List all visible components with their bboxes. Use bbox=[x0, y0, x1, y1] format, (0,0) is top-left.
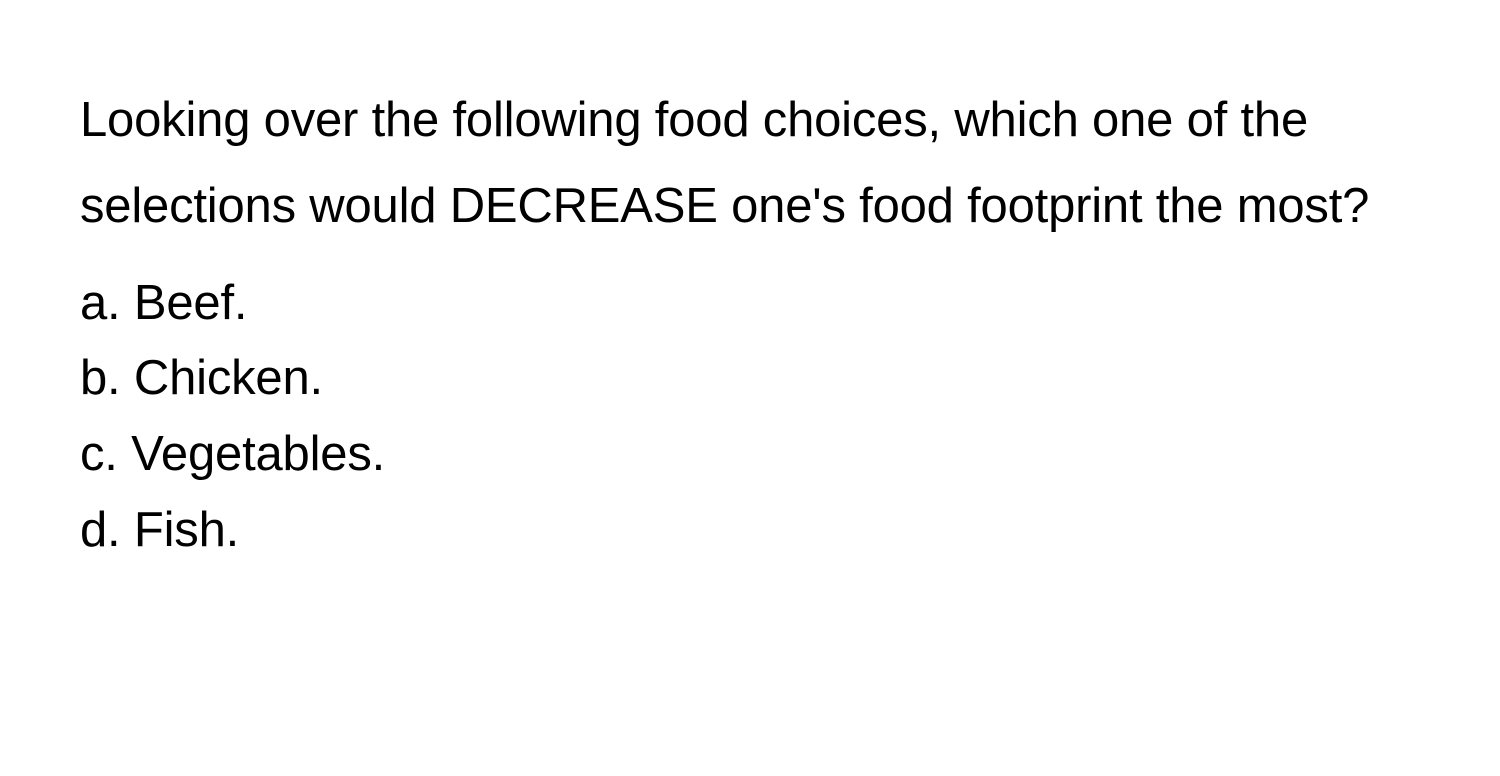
option-label: d. bbox=[80, 503, 120, 557]
question-prompt: Looking over the following food choices,… bbox=[80, 78, 1420, 250]
option-text: Fish. bbox=[134, 503, 239, 557]
option-text: Vegetables. bbox=[131, 427, 385, 481]
option-label: a. bbox=[80, 276, 120, 330]
option-d: d. Fish. bbox=[80, 493, 1420, 569]
option-c: c. Vegetables. bbox=[80, 417, 1420, 493]
option-label: b. bbox=[80, 351, 120, 405]
option-a: a. Beef. bbox=[80, 266, 1420, 342]
option-text: Beef. bbox=[134, 276, 247, 330]
options-list: a. Beef. b. Chicken. c. Vegetables. d. F… bbox=[80, 266, 1420, 570]
option-label: c. bbox=[80, 427, 118, 481]
option-text: Chicken. bbox=[134, 351, 323, 405]
option-b: b. Chicken. bbox=[80, 341, 1420, 417]
question-block: Looking over the following food choices,… bbox=[0, 0, 1500, 569]
